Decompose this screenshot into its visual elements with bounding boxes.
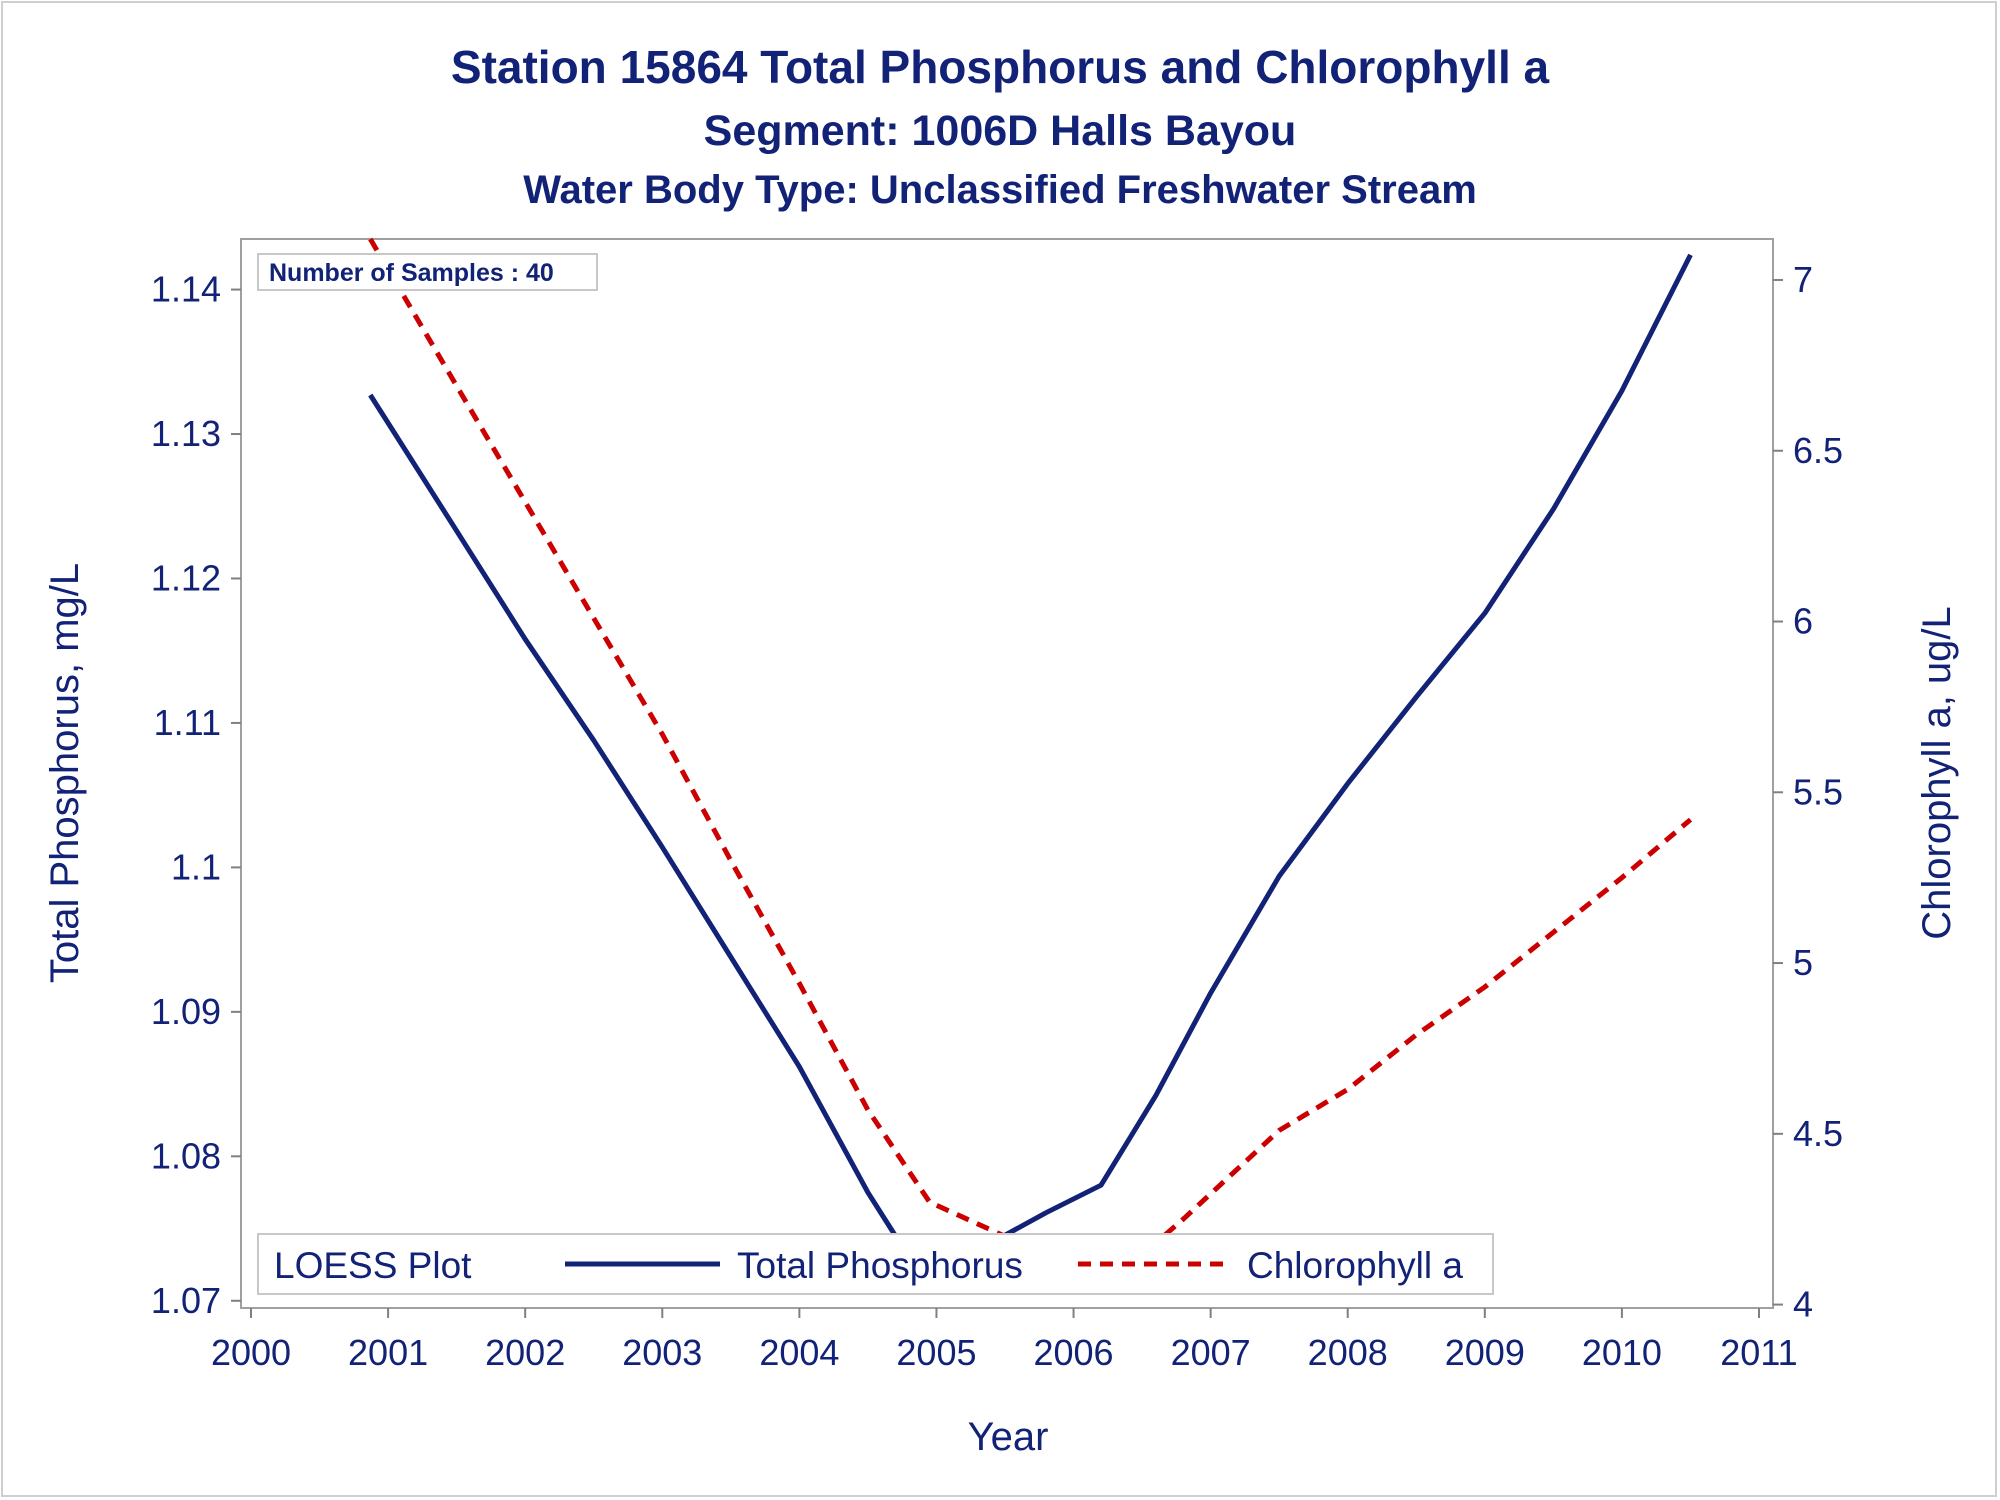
y-left-tick-label-1.11: 1.11 bbox=[154, 702, 221, 743]
y-right-tick-label-6: 6 bbox=[1793, 601, 1813, 642]
y-axis-right-label: Chlorophyll a, ug/L bbox=[1915, 606, 1959, 940]
y-axis-left-label: Total Phosphorus, mg/L bbox=[43, 563, 87, 983]
y-right-tick-label-4.5: 4.5 bbox=[1793, 1113, 1843, 1154]
x-tick-label-2002: 2002 bbox=[485, 1332, 565, 1373]
chart-title: Station 15864 Total Phosphorus and Chlor… bbox=[450, 41, 1550, 93]
y-left-tick-label-1.14: 1.14 bbox=[151, 269, 221, 310]
series-layer bbox=[368, 237, 1693, 1287]
legend: LOESS Plot Total Phosphorus Chlorophyll … bbox=[257, 1233, 1494, 1295]
plot-area-border bbox=[240, 238, 1774, 1309]
x-axis: 2000 2001 2002 2003 2004 2005 2006 2007 2008 2009… bbox=[211, 1308, 1798, 1373]
sample-count-text: Number of Samples : 40 bbox=[269, 259, 554, 287]
x-tick-label-2005: 2005 bbox=[896, 1332, 976, 1373]
sample-count-box bbox=[257, 253, 598, 291]
y-left-tick-label-1.1: 1.1 bbox=[171, 846, 221, 887]
x-tick-label-2009: 2009 bbox=[1445, 1332, 1525, 1373]
y-right-tick-label-6.5: 6.5 bbox=[1793, 430, 1843, 471]
x-tick-label-2011: 2011 bbox=[1720, 1332, 1797, 1373]
chart-subtitle-2: Water Body Type: Unclassified Freshwater… bbox=[523, 168, 1477, 212]
y-left-tick-label-1.07: 1.07 bbox=[151, 1280, 221, 1321]
series-line-total-phosphorus bbox=[368, 253, 1693, 1286]
x-tick-label-2004: 2004 bbox=[759, 1332, 839, 1373]
legend-box bbox=[257, 1233, 1494, 1295]
x-tick-label-2001: 2001 bbox=[348, 1332, 428, 1373]
x-tick-label-2010: 2010 bbox=[1582, 1332, 1662, 1373]
y-right-tick-label-7: 7 bbox=[1793, 259, 1813, 300]
y-right-tick-label-4: 4 bbox=[1793, 1284, 1813, 1325]
y-left-tick-label-1.12: 1.12 bbox=[151, 557, 221, 598]
legend-label-chlorophyll-a: Chlorophyll a bbox=[1247, 1245, 1463, 1286]
y-left-tick-label-1.09: 1.09 bbox=[151, 991, 221, 1032]
sample-count-inset: Number of Samples : 40 bbox=[257, 253, 598, 291]
x-tick-label-2007: 2007 bbox=[1171, 1332, 1251, 1373]
y-axis-right: 4 4.5 5 5.5 6 6.5 7 bbox=[1773, 259, 1843, 1325]
y-right-tick-label-5: 5 bbox=[1793, 942, 1813, 983]
y-left-tick-label-1.08: 1.08 bbox=[151, 1135, 221, 1176]
x-tick-label-2008: 2008 bbox=[1308, 1332, 1388, 1373]
x-tick-label-2006: 2006 bbox=[1033, 1332, 1113, 1373]
x-axis-label: Year bbox=[968, 1415, 1049, 1459]
chart-subtitle: Segment: 1006D Halls Bayou bbox=[703, 107, 1297, 155]
x-tick-label-2003: 2003 bbox=[622, 1332, 702, 1373]
legend-title: LOESS Plot bbox=[274, 1245, 472, 1286]
legend-label-total-phosphorus: Total Phosphorus bbox=[737, 1245, 1023, 1286]
y-right-tick-label-5.5: 5.5 bbox=[1793, 771, 1843, 812]
x-tick-label-2000: 2000 bbox=[211, 1332, 291, 1373]
y-axis-left: 1.07 1.08 1.09 1.1 1.11 1.12 1.13 1.14 bbox=[151, 269, 241, 1321]
y-left-tick-label-1.13: 1.13 bbox=[151, 413, 221, 454]
series-line-chlorophyll-a bbox=[368, 237, 1693, 1287]
